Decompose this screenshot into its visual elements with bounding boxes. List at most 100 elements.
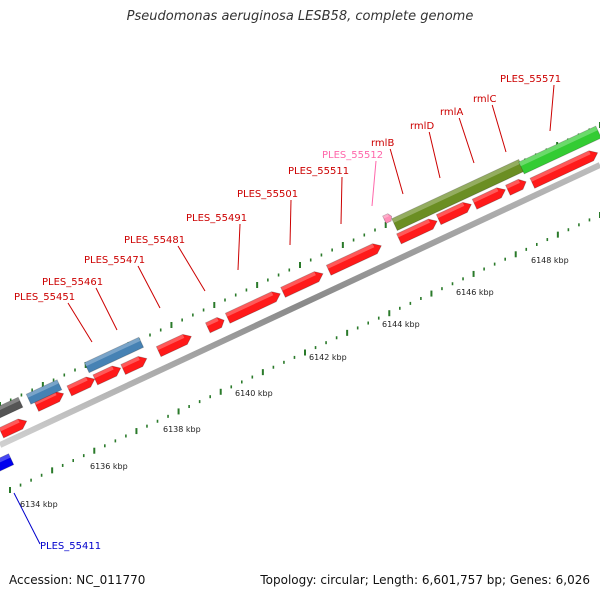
cds-arrow-12-shade [436,202,465,219]
blue-gene-shade [0,453,11,466]
cds-arrow-2-shade [34,391,57,405]
gene-label-rmld: rmlD [410,121,434,132]
cds-arrow-8-body [224,291,281,324]
gray-gene [0,396,24,422]
scale-tick-label: 6148 kbp [531,256,569,265]
cds-arrow-14-body [505,178,527,196]
cds-arrow-7 [204,317,225,334]
gene-label-rmla: rmlA [440,107,463,118]
cds-arrow-11-body [396,218,438,245]
blue-gene [0,453,15,473]
gray-gene-shade [0,397,20,415]
leader-line [428,131,441,179]
cds-arrow-4-body [92,365,122,386]
cds-arrow-5 [120,356,148,376]
cds-arrow-7-shade [205,317,219,327]
cds-arrow-15 [529,150,599,189]
scale-tick-label: 6146 kbp [456,288,494,297]
leader-line [237,223,241,271]
leader-line [67,302,93,343]
scale-tick-label: 6138 kbp [163,425,201,434]
cds-arrow-3-shade [66,377,88,390]
green-highlight-gene [518,125,600,175]
gene-label-ples-55451: PLES_55451 [14,292,75,303]
leader-line [458,117,475,164]
leader-line [289,199,292,246]
cds-arrow-6-shade [156,334,185,351]
leader-line [371,160,377,207]
cds-arrow-15-shade [530,150,591,182]
cds-arrow-11-shade [396,219,430,238]
leader-line [491,104,507,153]
cds-arrow-8 [224,291,281,324]
olive-operon [391,158,525,232]
gene-label-ples-55471: PLES_55471 [84,255,145,266]
green-highlight-gene-shade [518,126,598,167]
cds-arrow-6-body [155,333,192,358]
cds-arrow-8-shade [225,291,274,317]
steel-blue-gene-1-shade [26,379,59,398]
genome-backbone [0,162,600,448]
cds-arrow-12 [435,201,472,226]
cds-arrow-9-body [280,271,324,298]
steel-blue-gene-1 [25,379,63,405]
cds-arrow-5-body [120,356,148,376]
scale-labels: 6134 kbp 6136 kbp 6138 kbp 6140 kbp 6142 kbp… [20,256,569,509]
cds-arrow-14 [505,178,527,196]
steel-blue-gene-1-body [25,379,63,405]
cds-arrow-15-body [529,150,599,189]
cds-arrow-11 [396,218,438,245]
leader-line [389,148,404,195]
cds-arrow-14-shade [505,179,520,189]
pink-gene [382,213,393,224]
backbone-layer [0,162,600,448]
gene-label-ples-55411: PLES_55411 [40,541,101,552]
scale-tick-label: 6136 kbp [90,462,128,471]
accession-text: Accession: NC_011770 [9,573,146,587]
scale-tick-label: 6142 kbp [309,353,347,362]
gene-label-ples-55461: PLES_55461 [42,277,103,288]
cds-arrow-13 [471,187,506,210]
cds-arrow-3-body [66,376,96,397]
cds-arrow-10 [325,243,382,276]
cds-arrow-10-body [325,243,382,276]
cds-arrow-13-shade [472,187,499,203]
gray-gene-body [0,396,24,422]
genome-summary-text: Topology: circular; Length: 6,601,757 bp… [260,573,590,587]
leader-line [13,492,41,545]
pink-gene-shade [382,213,389,219]
cds-arrow-10-shade [326,243,375,269]
steel-blue-gene-2-body [83,336,145,374]
gene-label-ples-55571: PLES_55571 [500,74,561,85]
cds-arrow-1-shade [0,419,20,432]
cds-arrow-9-shade [280,271,316,291]
gene-label-ples-55501: PLES_55501 [237,189,298,200]
leader-line [95,287,118,331]
gene-label-rmlc: rmlC [473,94,496,105]
scale-tick-label: 6144 kbp [382,320,420,329]
olive-operon-shade [391,159,521,223]
cds-arrow-12-body [435,201,472,226]
blue-gene-body [0,453,15,473]
gene-label-ples-55512: PLES_55512 [322,150,383,161]
scale-tick-label: 6140 kbp [235,389,273,398]
cds-arrow-6 [155,333,192,358]
leader-line [137,265,161,309]
steel-blue-gene-2 [83,336,145,374]
steel-blue-gene-2-shade [84,337,141,367]
cds-arrow-4-shade [92,366,114,379]
label-leaders [13,84,555,545]
cds-arrow-1 [0,418,28,439]
leader-line [549,84,555,132]
gene-labels: PLES_55451 PLES_55461 PLES_55471 PLES_55481… [14,74,561,552]
genome-title: Pseudomonas aeruginosa LESB58, complete … [126,9,474,24]
cds-arrow-7-body [204,317,225,334]
leader-line [177,245,206,292]
cds-arrow-13-body [471,187,506,210]
cds-arrow-1-body [0,418,28,439]
gene-label-ples-55491: PLES_55491 [186,213,247,224]
cds-arrow-4 [92,365,122,386]
gene-features [0,125,600,473]
leader-line [340,176,343,225]
